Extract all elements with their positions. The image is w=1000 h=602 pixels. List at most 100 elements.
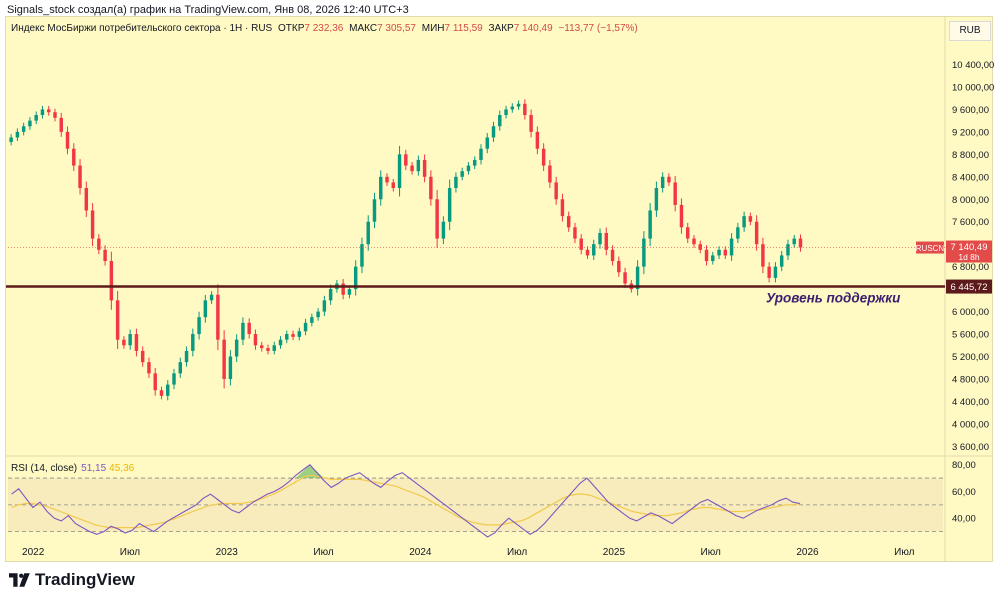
countdown-label: 1d 8h	[958, 252, 980, 262]
candle-body	[654, 188, 659, 211]
candle-body	[510, 106, 515, 110]
rsi-legend: RSI (14, close) 51,15 45,36	[11, 463, 134, 474]
candle-body	[253, 334, 258, 346]
candle-body	[310, 317, 314, 323]
candle-body	[341, 283, 345, 295]
open-value: 7 232,36	[304, 23, 344, 34]
x-tick-label: 2023	[216, 547, 239, 558]
candle-body	[579, 238, 583, 250]
candle-body	[773, 266, 778, 278]
tradingview-logo-icon	[9, 573, 30, 587]
support-price-tag	[946, 279, 992, 294]
rsi-tick-label: 60,00	[952, 487, 976, 498]
low-value: 7 115,59	[444, 23, 483, 34]
candle-body	[209, 294, 214, 301]
candle-body	[466, 165, 471, 172]
candle-body	[454, 176, 458, 189]
ticker-tag-label: RUSCN	[916, 244, 945, 253]
y-tick-label: 3 600,00	[952, 442, 989, 453]
y-tick-label: 4 000,00	[952, 419, 989, 430]
candle-body	[178, 362, 183, 374]
x-tick-label: Июл	[507, 547, 527, 558]
candle-body	[604, 232, 609, 250]
y-tick-label: 6 000,00	[952, 307, 989, 318]
candle-body	[767, 266, 771, 278]
candle-body	[328, 289, 333, 301]
candle-body	[15, 131, 20, 138]
rsi-overbought-fill	[295, 464, 325, 479]
candle-body	[792, 238, 796, 245]
price-legend: Индекс МосБиржи потребительского сектора…	[11, 23, 638, 34]
candle-body	[191, 334, 195, 351]
candle-body	[9, 137, 13, 142]
candle-body	[316, 311, 320, 318]
candle-body	[53, 112, 57, 118]
currency-button[interactable]: RUB	[949, 21, 991, 41]
ticker-tag	[916, 241, 944, 254]
rsi-tick-label: 40,00	[952, 514, 976, 525]
candle-body	[347, 289, 352, 295]
rsi-line	[11, 463, 801, 538]
candle-body	[554, 182, 558, 200]
y-tick-label: 10 400,00	[952, 60, 994, 71]
candle-body	[441, 221, 446, 239]
candle-body	[479, 148, 483, 160]
x-tick-label: Июл	[120, 547, 140, 558]
open-label: ОТКР	[278, 23, 305, 34]
chart-area[interactable]	[5, 16, 993, 562]
candle-body	[648, 210, 652, 239]
candle-body	[197, 317, 201, 335]
candle-body	[429, 176, 433, 200]
rsi-title: RSI (14, close)	[11, 463, 78, 474]
x-tick-label: Июл	[894, 547, 914, 558]
candle-body	[704, 249, 709, 262]
candle-body	[416, 159, 421, 172]
candle-body	[729, 238, 734, 256]
rsi-tick-label: 80,00	[952, 460, 976, 471]
candle-body	[692, 238, 696, 245]
y-tick-label: 5 600,00	[952, 330, 989, 341]
candle-body	[172, 373, 176, 385]
candle-body	[84, 188, 89, 211]
candle-body	[617, 261, 621, 273]
candle-body	[523, 103, 527, 116]
x-tick-label: 2022	[22, 547, 45, 558]
candle-body	[529, 115, 533, 132]
candle-body	[535, 131, 540, 149]
candle-body	[285, 334, 289, 340]
candle-body	[153, 373, 157, 391]
candle-body	[140, 350, 145, 363]
candle-body	[385, 176, 389, 183]
candle-body	[297, 331, 302, 337]
candle-body	[34, 115, 38, 121]
candle-body	[504, 109, 508, 116]
x-tick-label: 2024	[409, 547, 432, 558]
candle-body	[748, 216, 753, 222]
chart-attribution: Signals_stock создал(а) график на Tradin…	[7, 4, 409, 16]
rsi-value: 51,15	[81, 463, 107, 474]
high-value: 7 305,57	[377, 23, 416, 34]
candle-body	[566, 216, 571, 228]
candle-body	[78, 165, 82, 189]
candle-body	[585, 249, 590, 256]
y-tick-label: 6 800,00	[952, 262, 989, 273]
y-tick-label: 8 400,00	[952, 172, 989, 183]
candle-body	[598, 232, 602, 245]
candle-body	[686, 227, 690, 239]
candle-body	[761, 244, 765, 267]
candle-body	[372, 199, 377, 222]
candle-body	[460, 171, 464, 177]
y-tick-label: 9 200,00	[952, 127, 989, 138]
candle-body	[447, 188, 452, 222]
x-tick-label: Июл	[701, 547, 721, 558]
y-tick-label: 5 200,00	[952, 352, 989, 363]
close-value: 7 140,49	[513, 23, 553, 34]
candle-body	[203, 300, 208, 318]
candle-body	[435, 199, 439, 239]
support-price-label: 6 445,72	[951, 282, 988, 293]
candle-body	[635, 266, 640, 290]
candle-body	[754, 221, 759, 245]
candle-body	[366, 221, 370, 245]
tradingview-logo[interactable]: TradingView	[9, 570, 135, 590]
